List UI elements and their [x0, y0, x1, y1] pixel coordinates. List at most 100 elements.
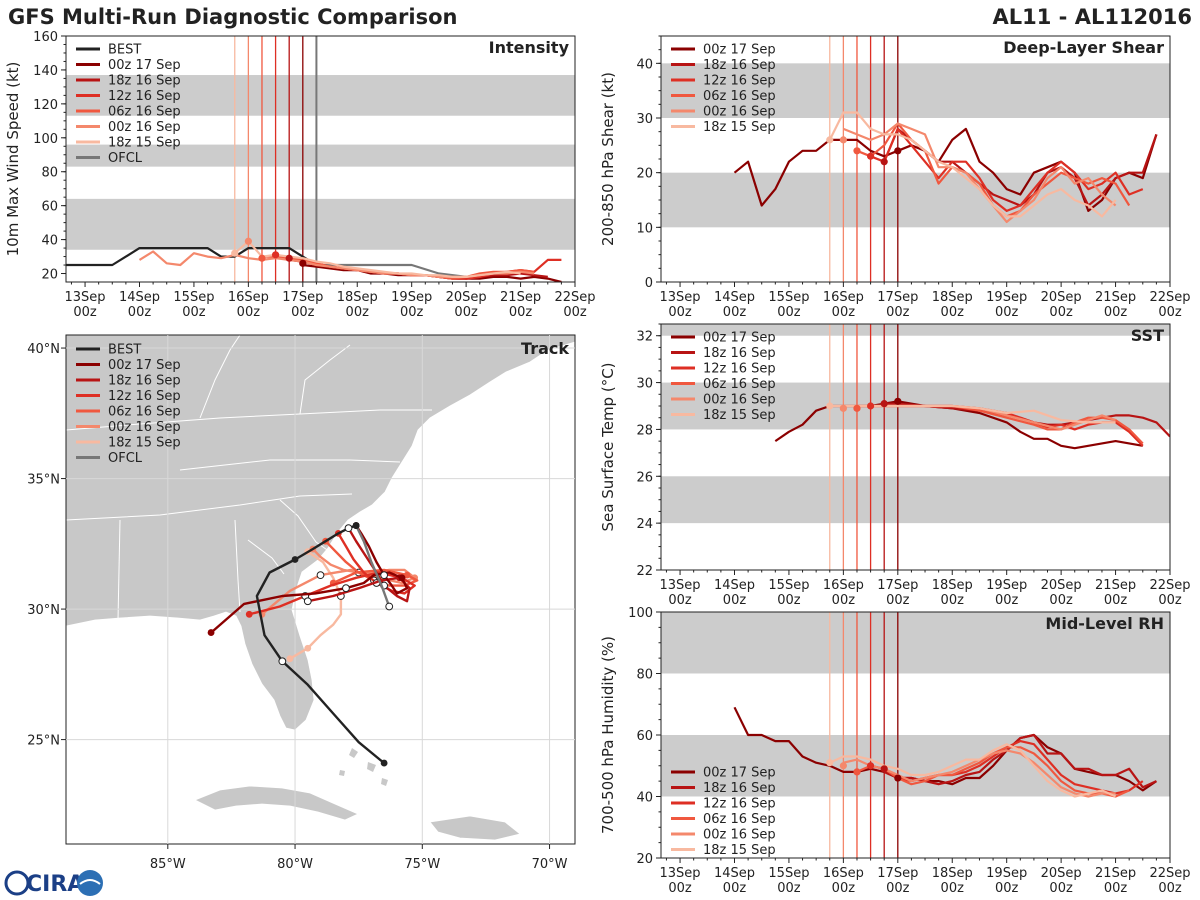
rh-xtick-day: 20Sep	[1041, 866, 1082, 881]
sst-xtick-hour: 00z	[1049, 593, 1073, 608]
sst-ytick-label: 24	[636, 517, 653, 532]
shear-legend-label-06z-16-sep: 06z 16 Sep	[703, 89, 776, 104]
sst-legend-label-00z-16-sep: 00z 16 Sep	[703, 393, 776, 408]
sst-xtick-day: 17Sep	[877, 578, 918, 593]
shear-xtick-day: 17Sep	[877, 290, 918, 305]
shear-xtick-hour: 00z	[723, 305, 747, 320]
us-landmass	[66, 335, 575, 731]
shear-xtick-day: 14Sep	[714, 290, 755, 305]
rh-xtick-hour: 00z	[832, 881, 856, 896]
shear-xtick-hour: 00z	[941, 305, 965, 320]
sst-ytick-label: 32	[636, 330, 653, 345]
rh-legend-label-00z-17-sep: 00z 17 Sep	[703, 766, 776, 781]
sst-series-18z-15-sep	[829, 404, 1116, 424]
sst-xtick-day: 18Sep	[932, 578, 973, 593]
intensity-marker-06z-16-sep	[258, 254, 266, 262]
shear-xtick-hour: 00z	[832, 305, 856, 320]
rh-ytick-label: 60	[636, 729, 653, 744]
rh-marker-18z-16-sep	[880, 765, 888, 773]
sst-frame	[660, 323, 1171, 571]
rh-legend-label-18z-16-sep: 18z 16 Sep	[703, 781, 776, 796]
intensity-xtick-day: 14Sep	[119, 290, 160, 305]
shear-xtick-hour: 00z	[668, 305, 692, 320]
sst-xtick-day: 20Sep	[1041, 578, 1082, 593]
rh-legend-label-06z-16-sep: 06z 16 Sep	[703, 812, 776, 827]
rh-ytick-label: 100	[628, 606, 653, 621]
rh-xtick-hour: 00z	[1104, 881, 1128, 896]
shear-ytick-label: 30	[636, 112, 653, 127]
intensity-legend-label-00z-17-sep: 00z 17 Sep	[108, 58, 181, 73]
track-line-ofcl	[355, 524, 391, 607]
shear-xtick-day: 22Sep	[1149, 290, 1190, 305]
track-ytick-label: 30°N	[27, 603, 60, 618]
track-legend-label-00z-17-sep: 00z 17 Sep	[108, 358, 181, 373]
intensity-band-0	[66, 198, 575, 250]
intensity-legend-label-00z-16-sep: 00z 16 Sep	[108, 120, 181, 135]
track-line-18z-15-sep	[289, 550, 343, 660]
sst-legend-label-12z-16-sep: 12z 16 Sep	[703, 362, 776, 377]
sst-title: SST	[1131, 326, 1164, 345]
rh-xtick-day: 17Sep	[877, 866, 918, 881]
track-point-best	[291, 556, 299, 563]
track-legend-label-18z-16-sep: 18z 16 Sep	[108, 374, 181, 389]
intensity-band-2	[66, 75, 575, 116]
track-xtick-label: 70°W	[532, 857, 568, 872]
rh-xtick-hour: 00z	[723, 881, 747, 896]
track-point-best	[344, 524, 353, 533]
intensity-title: Intensity	[489, 38, 570, 57]
shear-marker-06z-16-sep	[853, 147, 861, 155]
intensity-ytick-label: 60	[41, 200, 58, 215]
intensity-ytick-label: 80	[41, 166, 58, 181]
track-xtick-label: 80°W	[277, 857, 313, 872]
intensity-series-best	[66, 247, 317, 267]
track-legend-label-18z-15-sep: 18z 15 Sep	[108, 436, 181, 451]
shear-ytick-label: 20	[636, 167, 653, 182]
intensity-legend-label-ofcl: OFCL	[108, 151, 143, 166]
intensity-plot-area	[66, 36, 575, 282]
rh-xtick-day: 19Sep	[986, 866, 1027, 881]
rh-legend-label-12z-16-sep: 12z 16 Sep	[703, 797, 776, 812]
sst-marker-12z-16-sep	[866, 402, 875, 410]
track-legend-label-best: BEST	[108, 343, 141, 358]
intensity-marker-18z-16-sep	[285, 254, 293, 262]
sst-band-2	[661, 324, 1170, 336]
rh-title: Mid-Level RH	[1045, 614, 1164, 633]
sst-marker-00z-17-sep	[894, 397, 902, 405]
intensity-series-18z-15-sep	[234, 240, 521, 278]
storm-id: AL11 - AL112016	[993, 5, 1193, 29]
track-frame	[65, 334, 576, 845]
intensity-marker-12z-16-sep	[271, 251, 280, 259]
track-legend-label-ofcl: OFCL	[108, 451, 143, 466]
track-point-18z-15-sep	[304, 644, 312, 652]
intensity-xtick-hour: 00z	[237, 305, 261, 320]
intensity-marker-18z-15-sep	[231, 249, 239, 257]
rh-xtick-hour: 00z	[777, 881, 801, 896]
rh-marker-06z-16-sep	[853, 768, 861, 776]
track-point-00z-17-sep	[342, 584, 350, 593]
shear-xtick-day: 18Sep	[932, 290, 973, 305]
sst-marker-18z-16-sep	[880, 400, 888, 408]
intensity-marker-00z-16-sep	[244, 237, 252, 245]
sst-panel: 22242628303213Sep00z14Sep00z15Sep00z16Se…	[599, 323, 1191, 608]
intensity-legend-label-12z-16-sep: 12z 16 Sep	[108, 89, 181, 104]
rh-xtick-hour: 00z	[1049, 881, 1073, 896]
intensity-xtick-day: 15Sep	[173, 290, 214, 305]
rh-xtick-day: 14Sep	[714, 866, 755, 881]
shear-xtick-day: 21Sep	[1095, 290, 1136, 305]
track-panel: 85°W 80°W 75°W 70°W 25°N 30°N 35°N 40°N Track BES…	[27, 334, 576, 872]
sst-xtick-hour: 00z	[886, 593, 910, 608]
track-legend-label-06z-16-sep: 06z 16 Sep	[108, 405, 181, 420]
sst-xtick-day: 22Sep	[1149, 578, 1190, 593]
shear-marker-12z-16-sep	[866, 152, 875, 160]
intensity-xtick-day: 18Sep	[337, 290, 378, 305]
sst-xtick-hour: 00z	[1104, 593, 1128, 608]
intensity-xtick-hour: 00z	[73, 305, 97, 320]
cuba-island	[194, 785, 359, 821]
rh-ytick-label: 80	[636, 668, 653, 683]
intensity-xtick-day: 20Sep	[446, 290, 487, 305]
shear-series-12z-16-sep	[870, 127, 1144, 212]
sst-legend-label-18z-16-sep: 18z 16 Sep	[703, 346, 776, 361]
rh-legend-label-00z-16-sep: 00z 16 Sep	[703, 828, 776, 843]
shear-legend-label-00z-17-sep: 00z 17 Sep	[703, 43, 776, 58]
rh-ytick-label: 20	[636, 852, 653, 867]
